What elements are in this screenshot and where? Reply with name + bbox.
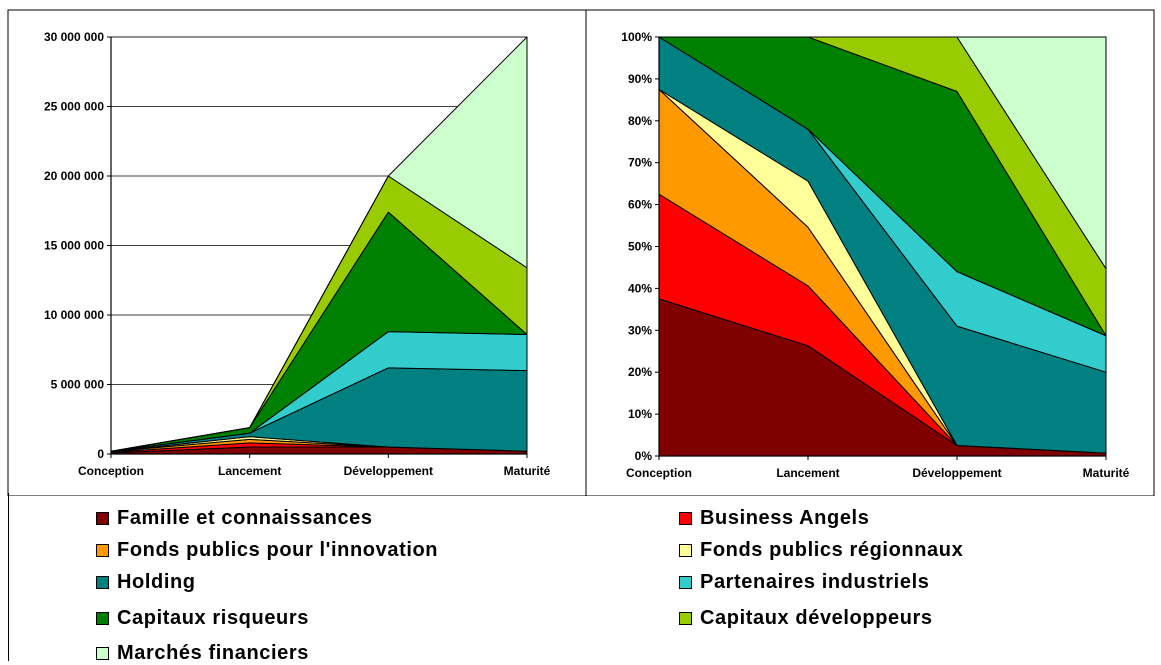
right-y-tick-label: 90% [628, 72, 652, 86]
legend-swatch [96, 576, 109, 589]
right-y-tick-label: 100% [621, 30, 652, 44]
legend-item-holding: Holding [96, 571, 196, 594]
legend-item-partenaires-industriels: Partenaires industriels [679, 571, 929, 594]
legend-label: Capitaux risqueurs [117, 607, 309, 629]
right-y-tick-label: 0% [635, 449, 653, 463]
legend-swatch [679, 576, 692, 589]
right-y-tick-label: 20% [628, 365, 652, 379]
left-x-tick-label: Conception [78, 464, 144, 478]
legend-swatch [679, 512, 692, 525]
legend-item-famille-et-connaissances: Famille et connaissances [96, 507, 373, 530]
legend-swatch [96, 544, 109, 557]
left-y-tick-label: 0 [97, 447, 104, 461]
left-y-tick-label: 20 000 000 [44, 169, 104, 183]
right-y-tick-label: 50% [628, 240, 652, 254]
left-y-tick-label: 25 000 000 [44, 100, 104, 114]
right-y-tick-label: 30% [628, 323, 652, 337]
right-y-tick-label: 70% [628, 156, 652, 170]
legend-label: Holding [117, 571, 196, 593]
left-x-tick-label: Maturité [504, 464, 551, 478]
right-y-tick-label: 60% [628, 198, 652, 212]
left-y-tick-label: 30 000 000 [44, 30, 104, 44]
legend-frame [8, 493, 1160, 661]
legend-item-fonds-publics-pour-l-innovation: Fonds publics pour l'innovation [96, 539, 438, 562]
right-y-tick-label: 80% [628, 114, 652, 128]
legend-swatch [679, 544, 692, 557]
legend-label: Capitaux développeurs [700, 607, 933, 629]
left-y-tick-label: 15 000 000 [44, 239, 104, 253]
legend-item-capitaux-risqueurs: Capitaux risqueurs [96, 607, 309, 630]
legend-item-fonds-publics-regionnaux: Fonds publics régionnaux [679, 539, 963, 562]
left-area-marches-financiers [110, 36, 528, 452]
right-x-tick-label: Maturité [1083, 466, 1130, 480]
right-y-tick-label: 10% [628, 407, 652, 421]
legend-label: Marchés financiers [117, 642, 309, 664]
legend-swatch [96, 612, 109, 625]
legend-item-marches-financiers: Marchés financiers [96, 642, 309, 665]
right-x-tick-label: Conception [626, 466, 692, 480]
left-x-tick-label: Développement [344, 464, 433, 478]
charts-panel: 0 5 000 000 10 000 000 15 000 000 20 000 000… [7, 9, 1155, 496]
right-x-tick-label: Développement [912, 466, 1001, 480]
left-y-tick-label: 10 000 000 [44, 308, 104, 322]
legend-label: Fonds publics régionnaux [700, 539, 964, 561]
left-x-tick-label: Lancement [218, 464, 281, 478]
legend-item-capitaux-developpeurs: Capitaux développeurs [679, 607, 933, 630]
right-y-tick-label: 40% [628, 281, 652, 295]
right-x-tick-label: Lancement [776, 466, 839, 480]
percent-stacked-area-chart: 0% 10% 20% 30% 40% 50% 60% 70% 80% 90% 100% Concept… [621, 30, 1129, 480]
absolute-stacked-area-chart: 0 5 000 000 10 000 000 15 000 000 20 000 000… [44, 30, 551, 478]
legend-label: Partenaires industriels [700, 571, 930, 593]
legend-label: Fonds publics pour l'innovation [117, 539, 439, 561]
left-y-tick-label: 5 000 000 [51, 378, 105, 392]
legend-item-business-angels: Business Angels [679, 507, 869, 530]
legend-swatch [679, 612, 692, 625]
legend-swatch [96, 647, 109, 660]
legend-label: Famille et connaissances [117, 507, 373, 529]
legend-label: Business Angels [700, 507, 870, 529]
legend-swatch [96, 512, 109, 525]
right-area-marches-financiers [658, 36, 1107, 270]
